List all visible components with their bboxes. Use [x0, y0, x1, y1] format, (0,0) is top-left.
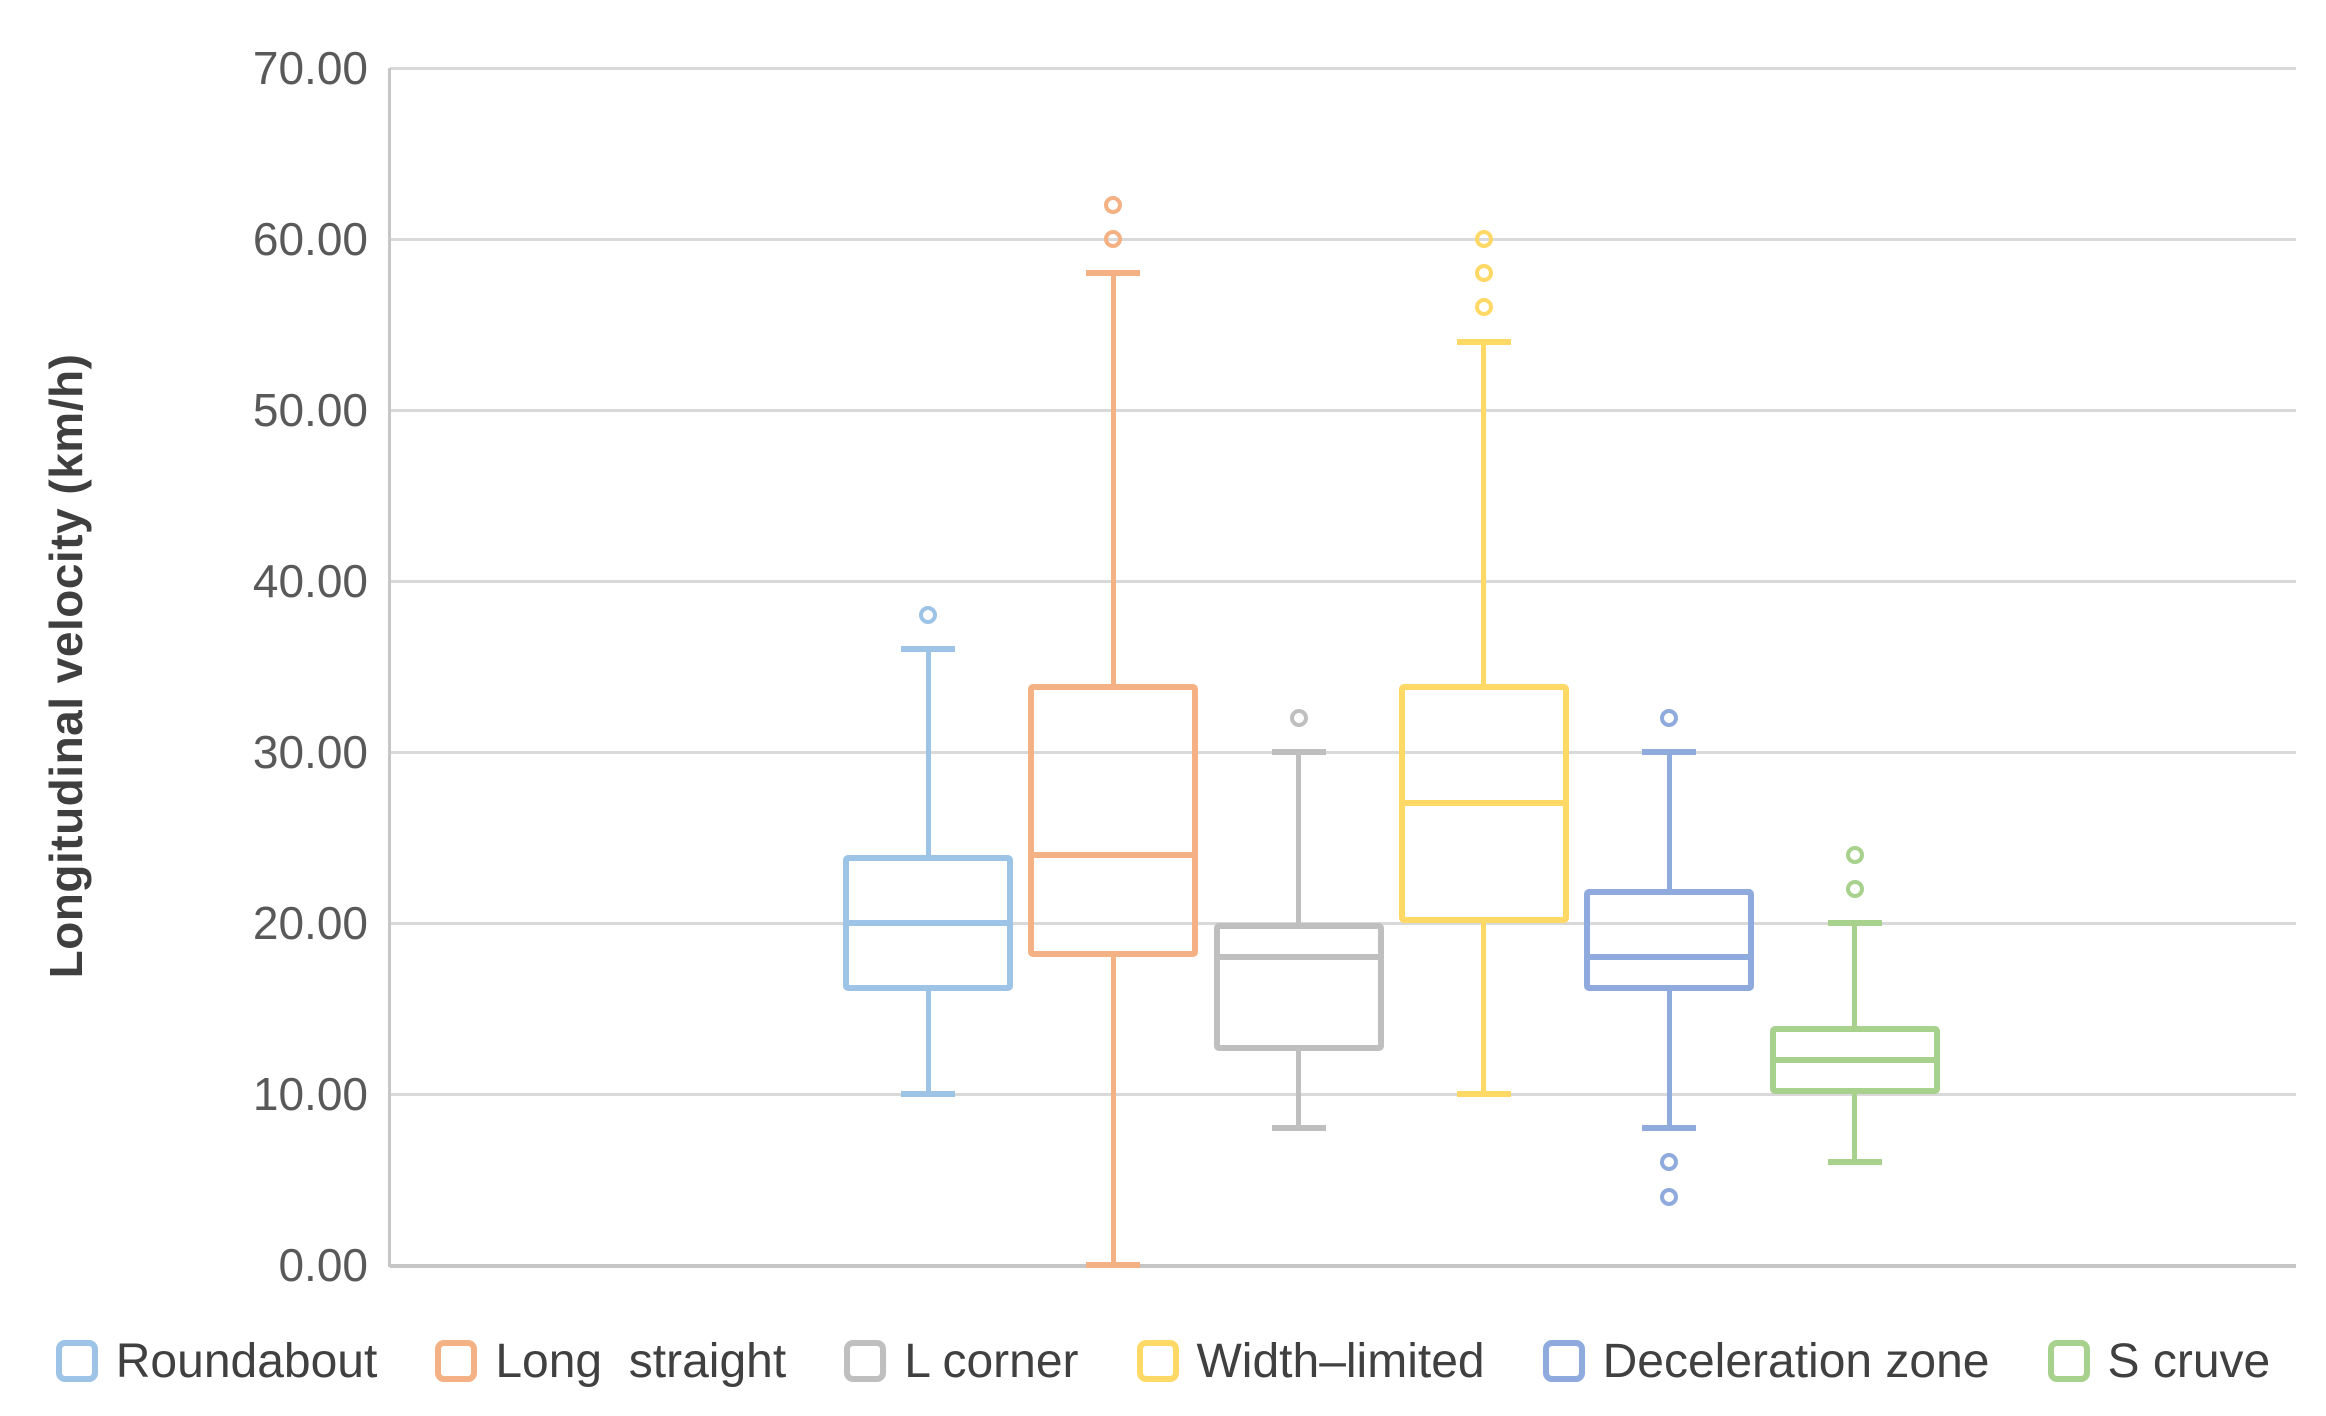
- gridline-50: [390, 408, 2296, 412]
- max-cap: [901, 646, 955, 653]
- outlier-dot: [1104, 195, 1123, 214]
- outlier-dot: [1474, 264, 1493, 283]
- legend-item-l-corner: L corner: [844, 1334, 1079, 1389]
- lower-whisker: [1852, 1094, 1857, 1163]
- legend-item-width-limited: Width–limited: [1136, 1334, 1485, 1389]
- min-cap: [1642, 1125, 1697, 1132]
- outlier-dot: [1845, 845, 1864, 864]
- y-tick-label-10: 10.00: [252, 1068, 368, 1120]
- iqr-box: [1028, 683, 1199, 958]
- lower-whisker: [1481, 923, 1487, 1094]
- outlier-dot: [1660, 708, 1679, 727]
- max-cap: [1456, 338, 1511, 345]
- outlier-dot: [1289, 708, 1308, 727]
- min-cap: [1271, 1125, 1326, 1132]
- legend-label-s-cruve: S cruve: [2107, 1334, 2271, 1388]
- max-cap: [1827, 920, 1882, 926]
- y-axis-line: [388, 68, 391, 1267]
- lower-whisker: [1666, 991, 1672, 1129]
- iqr-box: [1213, 923, 1384, 1052]
- legend-swatch-deceleration-zone: [1542, 1340, 1585, 1382]
- legend-swatch-long-straight: [435, 1340, 478, 1382]
- legend-item-deceleration-zone: Deceleration zone: [1542, 1334, 1990, 1389]
- median-line: [1213, 954, 1384, 961]
- y-tick-label-30: 30.00: [252, 726, 368, 778]
- legend-item-long-straight: Long straight: [435, 1334, 786, 1389]
- gridline-70: [390, 66, 2296, 70]
- legend-label-l-corner: L corner: [904, 1334, 1079, 1388]
- median-line: [1028, 851, 1199, 858]
- y-tick-label-60: 60.00: [252, 213, 368, 265]
- upper-whisker: [1852, 923, 1857, 1026]
- legend-label-deceleration-zone: Deceleration zone: [1602, 1334, 1990, 1388]
- y-tick-label-70: 70.00: [252, 42, 368, 94]
- gridline-40: [390, 579, 2296, 583]
- legend-swatch-s-cruve: [2047, 1340, 2090, 1382]
- lower-whisker: [1296, 1051, 1302, 1129]
- outlier-dot: [1660, 1153, 1679, 1172]
- legend-item-roundabout: Roundabout: [55, 1334, 378, 1389]
- legend: Roundabout Long straight L corner Width–lim…: [0, 1326, 2326, 1396]
- outlier-dot: [1104, 230, 1123, 248]
- upper-whisker: [1296, 752, 1302, 923]
- outlier-dot: [919, 606, 937, 625]
- median-line: [843, 920, 1013, 926]
- y-axis-title: Longitudinal velocity (km/h): [40, 353, 92, 979]
- y-tick-label-40: 40.00: [252, 555, 368, 607]
- min-cap: [1086, 1262, 1141, 1268]
- median-line: [1769, 1056, 1940, 1063]
- median-line: [1584, 954, 1755, 961]
- outlier-dot: [1660, 1187, 1679, 1206]
- outlier-dot: [1474, 230, 1493, 248]
- lower-whisker: [1110, 957, 1116, 1265]
- min-cap: [901, 1091, 955, 1097]
- outlier-dot: [1474, 298, 1493, 317]
- legend-label-width-limited: Width–limited: [1196, 1334, 1485, 1388]
- legend-swatch-width-limited: [1136, 1340, 1179, 1382]
- min-cap: [1456, 1091, 1511, 1097]
- legend-label-roundabout: Roundabout: [115, 1334, 378, 1388]
- outlier-dot: [1845, 879, 1864, 898]
- min-cap: [1827, 1159, 1882, 1166]
- y-tick-label-0: 0.00: [278, 1239, 368, 1291]
- median-line: [1398, 800, 1569, 807]
- gridline-30: [390, 750, 2296, 754]
- y-tick-label-20: 20.00: [252, 897, 368, 949]
- max-cap: [1642, 749, 1697, 755]
- legend-label-long-straight: Long straight: [495, 1334, 787, 1388]
- gridline-10: [390, 1092, 2296, 1096]
- legend-item-s-cruve: S cruve: [2047, 1334, 2271, 1389]
- iqr-box: [1584, 888, 1755, 992]
- upper-whisker: [1666, 752, 1672, 889]
- upper-whisker: [1481, 341, 1487, 684]
- upper-whisker: [1110, 273, 1116, 684]
- lower-whisker: [925, 991, 931, 1094]
- max-cap: [1086, 270, 1141, 277]
- max-cap: [1271, 749, 1326, 755]
- gridline-60: [390, 237, 2296, 241]
- legend-swatch-roundabout: [55, 1340, 98, 1382]
- upper-whisker: [925, 649, 931, 855]
- legend-swatch-l-corner: [844, 1340, 887, 1382]
- y-tick-label-50: 50.00: [252, 384, 368, 436]
- gridline-0: [390, 1263, 2296, 1268]
